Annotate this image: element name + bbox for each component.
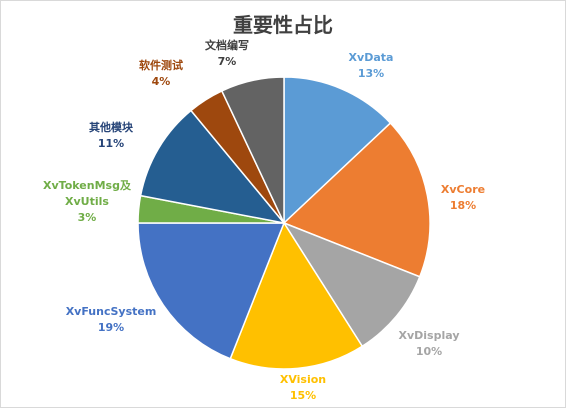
slice-label: XvTokenMsg及 XvUtils 3%: [43, 179, 132, 224]
slice-label: XvDisplay 10%: [399, 329, 460, 358]
pie-slice: [283, 76, 392, 225]
slice-label: XVision 15%: [280, 373, 326, 402]
slice-label: 软件测试 4%: [139, 58, 183, 88]
slice-label: XvFuncSystem 19%: [66, 305, 157, 334]
pie-slice: [220, 76, 285, 224]
pie-slice: [137, 222, 286, 360]
pie-slice: [282, 221, 421, 348]
slice-label: 文档编写 7%: [205, 38, 249, 68]
slice-label: XvData 13%: [349, 51, 394, 80]
chart-title: 重要性占比: [233, 13, 333, 37]
slice-label: 其他模块 11%: [89, 120, 134, 150]
slice-label: XvCore 18%: [441, 183, 485, 212]
pie-slice: [229, 221, 364, 370]
pie-slice: [139, 109, 286, 225]
pie-slice: [282, 121, 431, 278]
